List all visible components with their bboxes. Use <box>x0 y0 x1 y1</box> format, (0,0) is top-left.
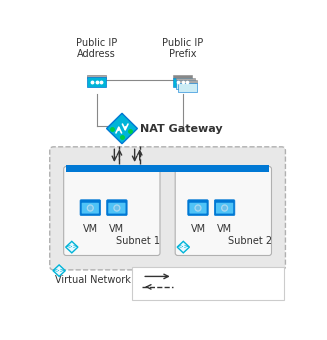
Text: NAT Gateway: NAT Gateway <box>140 123 222 134</box>
Bar <box>87 75 106 78</box>
Bar <box>197 214 199 215</box>
Bar <box>176 80 195 89</box>
Bar <box>66 166 269 172</box>
FancyBboxPatch shape <box>189 203 207 214</box>
Bar <box>176 78 195 81</box>
Bar <box>87 78 106 87</box>
Bar <box>178 80 198 83</box>
FancyBboxPatch shape <box>188 200 208 216</box>
FancyBboxPatch shape <box>64 167 160 255</box>
Circle shape <box>115 206 118 210</box>
Text: Subnet 2: Subnet 2 <box>228 236 272 246</box>
Bar <box>173 78 192 87</box>
Text: VM: VM <box>217 224 232 234</box>
FancyBboxPatch shape <box>175 167 271 255</box>
Bar <box>178 83 198 92</box>
Text: Virtual Network: Virtual Network <box>55 275 131 285</box>
Circle shape <box>89 206 92 210</box>
Polygon shape <box>107 113 137 144</box>
Circle shape <box>87 205 93 211</box>
Text: VM: VM <box>83 224 98 234</box>
Circle shape <box>197 206 199 210</box>
Text: Subnet 1: Subnet 1 <box>116 236 161 246</box>
Text: VM: VM <box>109 224 125 234</box>
Circle shape <box>195 205 201 211</box>
FancyBboxPatch shape <box>108 203 126 214</box>
Text: Originating traffic: Originating traffic <box>178 272 258 281</box>
Text: Public IP
Prefix: Public IP Prefix <box>162 37 203 59</box>
Bar <box>89 214 91 215</box>
Polygon shape <box>66 241 78 253</box>
Text: Return traffic: Return traffic <box>178 283 238 291</box>
Text: Public IP
Address: Public IP Address <box>76 37 117 59</box>
Bar <box>173 75 192 78</box>
Bar <box>224 214 226 215</box>
Bar <box>116 214 118 215</box>
FancyBboxPatch shape <box>50 147 285 270</box>
Polygon shape <box>177 241 189 253</box>
Text: <·>: <·> <box>53 268 65 273</box>
Text: <·>: <·> <box>65 244 78 250</box>
FancyBboxPatch shape <box>216 203 233 214</box>
Circle shape <box>223 206 226 210</box>
FancyBboxPatch shape <box>80 200 100 216</box>
Circle shape <box>114 205 120 211</box>
Text: <·>: <·> <box>177 244 190 250</box>
Circle shape <box>222 205 228 211</box>
FancyBboxPatch shape <box>215 200 235 216</box>
Bar <box>132 267 284 300</box>
FancyBboxPatch shape <box>107 200 127 216</box>
Text: VM: VM <box>190 224 206 234</box>
FancyBboxPatch shape <box>82 203 99 214</box>
Polygon shape <box>53 265 65 276</box>
